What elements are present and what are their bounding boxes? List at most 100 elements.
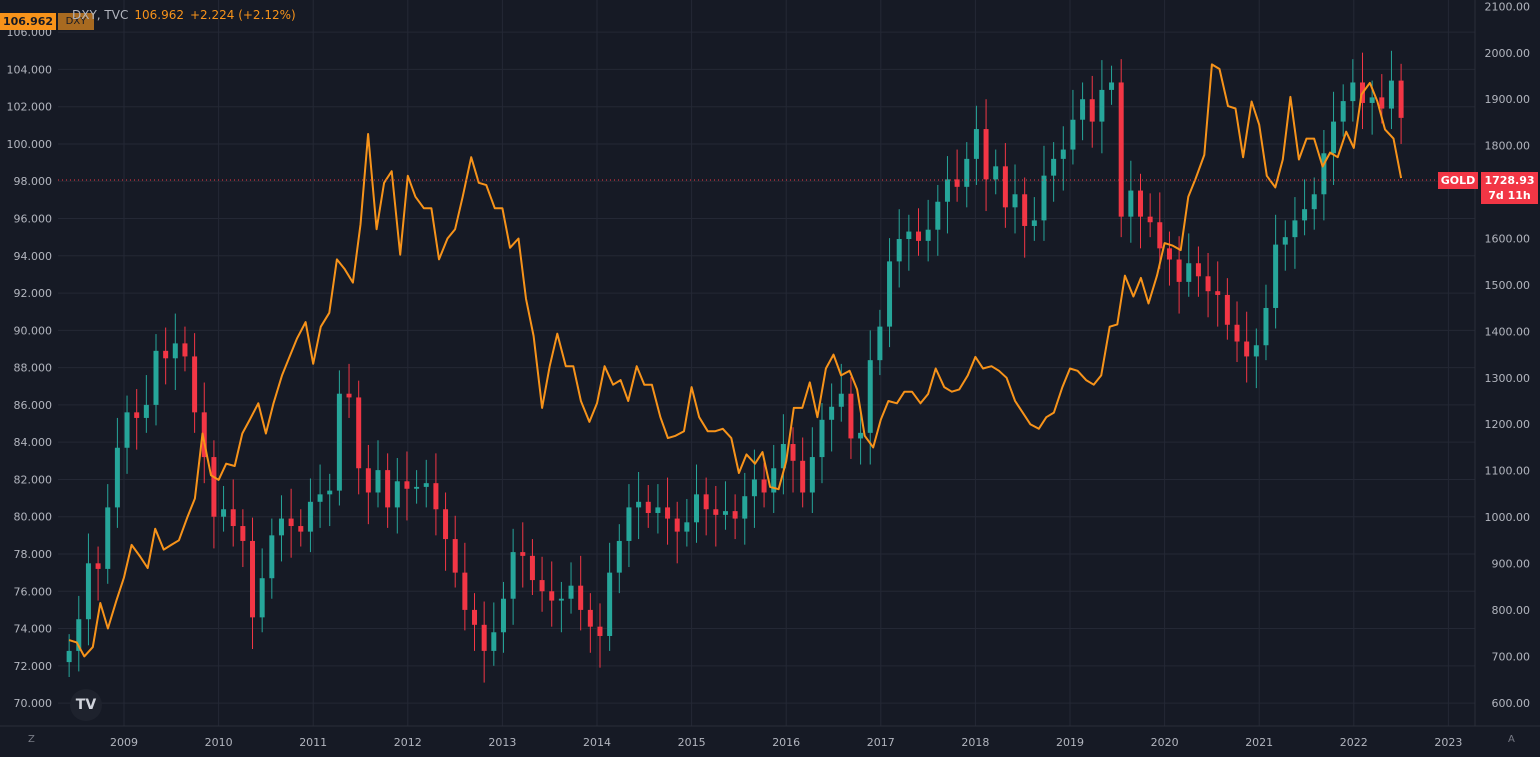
candle-body (722, 511, 728, 515)
tradingview-logo-icon[interactable]: TV (70, 689, 102, 721)
candle-body (626, 507, 632, 541)
candle-body (906, 231, 912, 240)
candle-body (172, 343, 178, 359)
candle-body (1244, 341, 1250, 357)
candle-body (85, 563, 91, 620)
candle-body (1224, 294, 1230, 325)
candle-body (327, 490, 333, 495)
candle-body (452, 539, 458, 573)
candle-body (1089, 99, 1095, 122)
candle-body (346, 393, 352, 398)
candle-body (684, 522, 690, 532)
candle-body (1051, 158, 1057, 176)
candle-body (645, 501, 651, 513)
dxy-line (68, 63, 1403, 658)
candle-body (636, 501, 642, 508)
candle-body (1331, 121, 1337, 154)
auto-scale-button[interactable]: A (1508, 734, 1515, 745)
candle-body (1215, 291, 1221, 295)
candle-body (771, 468, 777, 493)
right-tick-label: 1000.00 (1485, 511, 1531, 524)
candle-body (307, 501, 313, 532)
time-axis: 2009 2010 2011 2012 2013 2014 2015 2016 2017 2018… (110, 736, 1462, 749)
legend-last: 106.962 (134, 8, 184, 22)
candle-body (163, 350, 169, 359)
candle-body (230, 509, 236, 527)
left-tick-label: 78.000 (14, 548, 53, 561)
zoom-button[interactable]: Z (28, 734, 35, 745)
candle-body (877, 326, 883, 361)
candle-body (1031, 220, 1037, 226)
candle-body (568, 585, 574, 599)
left-tick-label: 86.000 (14, 399, 53, 412)
candle-body (1002, 166, 1008, 208)
candle-body (211, 457, 217, 517)
candle-body (1263, 307, 1269, 346)
candle-body (500, 598, 506, 633)
candle-body (780, 444, 786, 469)
candle-body (1195, 263, 1201, 277)
candle-body (587, 609, 593, 627)
candle-body (1012, 194, 1018, 208)
candle-body (954, 179, 960, 187)
candle-body (1379, 97, 1385, 109)
candle-body (713, 509, 719, 515)
right-tick-label: 1200.00 (1485, 418, 1531, 431)
left-tick-label: 90.000 (14, 324, 53, 337)
candle-body (1109, 82, 1115, 90)
candle-body (1340, 101, 1346, 122)
candle-body (76, 619, 82, 651)
left-tick-label: 108.000 (7, 0, 53, 2)
time-tick-label: 2021 (1245, 736, 1273, 749)
candle-body (1253, 345, 1259, 357)
legend-symbol[interactable]: DXY, TVC (72, 8, 129, 22)
candle-body (269, 535, 275, 579)
left-tick-label: 96.000 (14, 213, 53, 226)
candle-body (973, 129, 979, 159)
left-tick-label: 84.000 (14, 436, 53, 449)
countdown: 7d 11h (1488, 189, 1531, 202)
candle-body (1205, 276, 1211, 292)
candle-body (414, 486, 420, 489)
candle-body (1282, 237, 1288, 245)
candle-body (529, 555, 535, 581)
candle-body (481, 624, 487, 651)
left-tick-label: 72.000 (14, 660, 53, 673)
candle-body (616, 540, 622, 573)
left-tick-label: 100.000 (7, 138, 53, 151)
gold-line-layer (68, 63, 1403, 658)
candle-body (1118, 82, 1124, 217)
candle-body (1041, 175, 1047, 221)
right-tick-label: 1900.00 (1485, 93, 1531, 106)
candle-body (1128, 190, 1134, 217)
candle-body (404, 481, 410, 489)
candle-body (925, 229, 931, 241)
candle-body (732, 511, 738, 519)
candle-body (983, 129, 989, 180)
dxy-symbol-badge: DXY (58, 13, 94, 30)
candle-body (1292, 220, 1298, 238)
time-tick-label: 2016 (772, 736, 800, 749)
right-tick-label: 2000.00 (1485, 47, 1531, 60)
candle-body (848, 393, 854, 439)
candle-body (1022, 194, 1028, 226)
candle-body (472, 609, 478, 625)
candle-body (134, 412, 140, 418)
left-tick-label: 104.000 (7, 63, 53, 76)
candle-body (1099, 89, 1105, 122)
right-tick-label: 700.00 (1492, 650, 1531, 663)
candle-body (1369, 97, 1375, 103)
candle-body (124, 412, 130, 448)
right-tick-label: 1600.00 (1485, 232, 1531, 245)
candle-body (356, 397, 362, 469)
grid (0, 0, 1540, 727)
candle-body (443, 509, 449, 540)
candle-body (1080, 99, 1086, 120)
candle-body (462, 572, 468, 610)
gold-price-badge: 1728.93 7d 11h (1481, 172, 1538, 204)
left-axis: 70.000 72.000 74.000 76.000 78.000 80.000 82.0… (7, 0, 53, 710)
candle-body (838, 393, 844, 407)
legend[interactable]: DXY, TVC 106.962 +2.224 (+2.12%) (72, 6, 296, 24)
